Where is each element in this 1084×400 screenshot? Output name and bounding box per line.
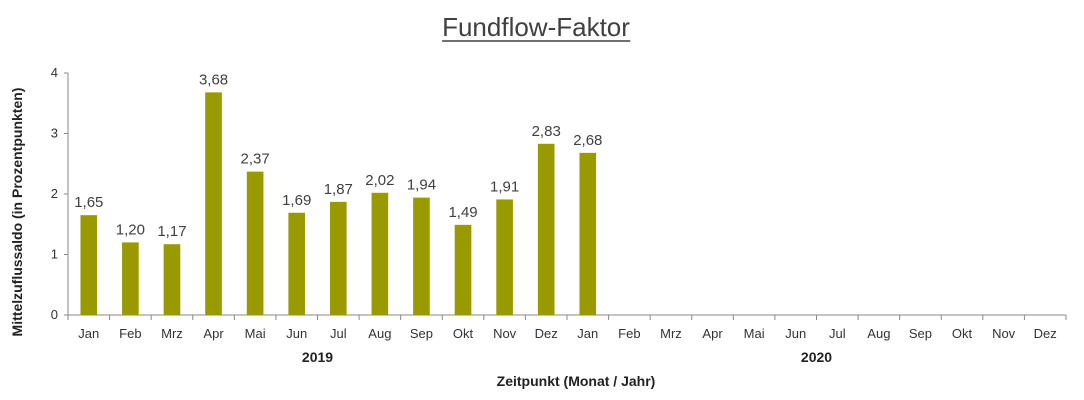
data-label: 1,65 [74, 194, 103, 211]
x-tick-label: Okt [453, 326, 474, 341]
data-label: 1,49 [448, 204, 477, 221]
x-tick-label: Dez [535, 326, 558, 341]
bar [579, 152, 597, 315]
data-label: 1,94 [407, 177, 436, 194]
x-tick-label: Nov [992, 326, 1016, 341]
x-tick-label: Jun [785, 326, 806, 341]
x-tick-label: Mrz [161, 326, 183, 341]
data-label: 2,68 [573, 132, 602, 149]
x-tick-label: Jul [829, 326, 846, 341]
year-group-label: 2020 [801, 349, 832, 365]
data-label: 1,17 [157, 223, 186, 240]
x-tick-label: Mai [245, 326, 266, 341]
y-tick-label: 2 [51, 186, 58, 201]
bar [163, 244, 181, 315]
bar [371, 192, 389, 315]
y-tick-label: 1 [51, 247, 58, 262]
chart-title: Fundflow-Faktor [442, 12, 630, 42]
data-label: 2,02 [365, 172, 394, 189]
x-tick-label: Jan [78, 326, 99, 341]
bar [329, 201, 347, 315]
bar [496, 199, 513, 315]
chart-y-tick-labels: 0 1 2 3 4 [51, 65, 58, 322]
bar [537, 143, 555, 315]
chart-title-group: Fundflow-Faktor [442, 12, 631, 42]
x-tick-label: Jan [577, 326, 598, 341]
x-tick-label: Sep [909, 326, 932, 341]
x-tick-label: Mai [744, 326, 765, 341]
chart-x-tick-labels: Jan Feb Mrz Apr Mai Jun Jul Aug Sep Okt Nov Dez Jan F… [78, 326, 1056, 341]
x-tick-label: Mrz [660, 326, 682, 341]
x-tick-label: Jun [286, 326, 307, 341]
x-tick-label: Aug [368, 326, 391, 341]
x-tick-label: Sep [410, 326, 433, 341]
bar [413, 197, 430, 315]
y-tick-label: 0 [51, 307, 58, 322]
bar [454, 224, 472, 315]
chart-data-labels: 1,65 1,20 1,17 3,68 2,37 1,69 1,87 2,02 1,94 1,49… [74, 71, 602, 240]
x-tick-label: Apr [203, 326, 224, 341]
data-label: 1,20 [116, 221, 145, 238]
x-axis-title: Zeitpunkt (Monat / Jahr) [497, 373, 656, 389]
chart-year-labels: 2019 2020 [302, 349, 832, 365]
y-tick-label: 4 [51, 65, 58, 80]
data-label: 1,87 [324, 181, 353, 198]
x-tick-label: Dez [1034, 326, 1057, 341]
data-label: 1,69 [282, 192, 311, 209]
data-label: 1,91 [490, 178, 519, 195]
x-tick-label: Feb [119, 326, 141, 341]
y-tick-label: 3 [51, 126, 58, 141]
year-group-label: 2019 [302, 349, 333, 365]
x-tick-label: Jul [330, 326, 347, 341]
data-label: 2,37 [241, 151, 270, 168]
data-label: 2,83 [532, 123, 561, 140]
x-tick-label: Feb [618, 326, 640, 341]
x-tick-label: Nov [493, 326, 517, 341]
bar [246, 171, 264, 315]
x-tick-label: Apr [702, 326, 723, 341]
chart-axes [64, 72, 1067, 320]
bar [122, 242, 139, 315]
data-label: 3,68 [199, 71, 228, 88]
bar [288, 212, 306, 315]
x-tick-label: Okt [952, 326, 973, 341]
bar [80, 215, 98, 315]
chart-bars [80, 92, 597, 315]
x-tick-label: Aug [867, 326, 890, 341]
bar [205, 92, 222, 315]
y-axis-title: Mittelzuflussaldo (in Prozentpunkten) [9, 88, 25, 337]
